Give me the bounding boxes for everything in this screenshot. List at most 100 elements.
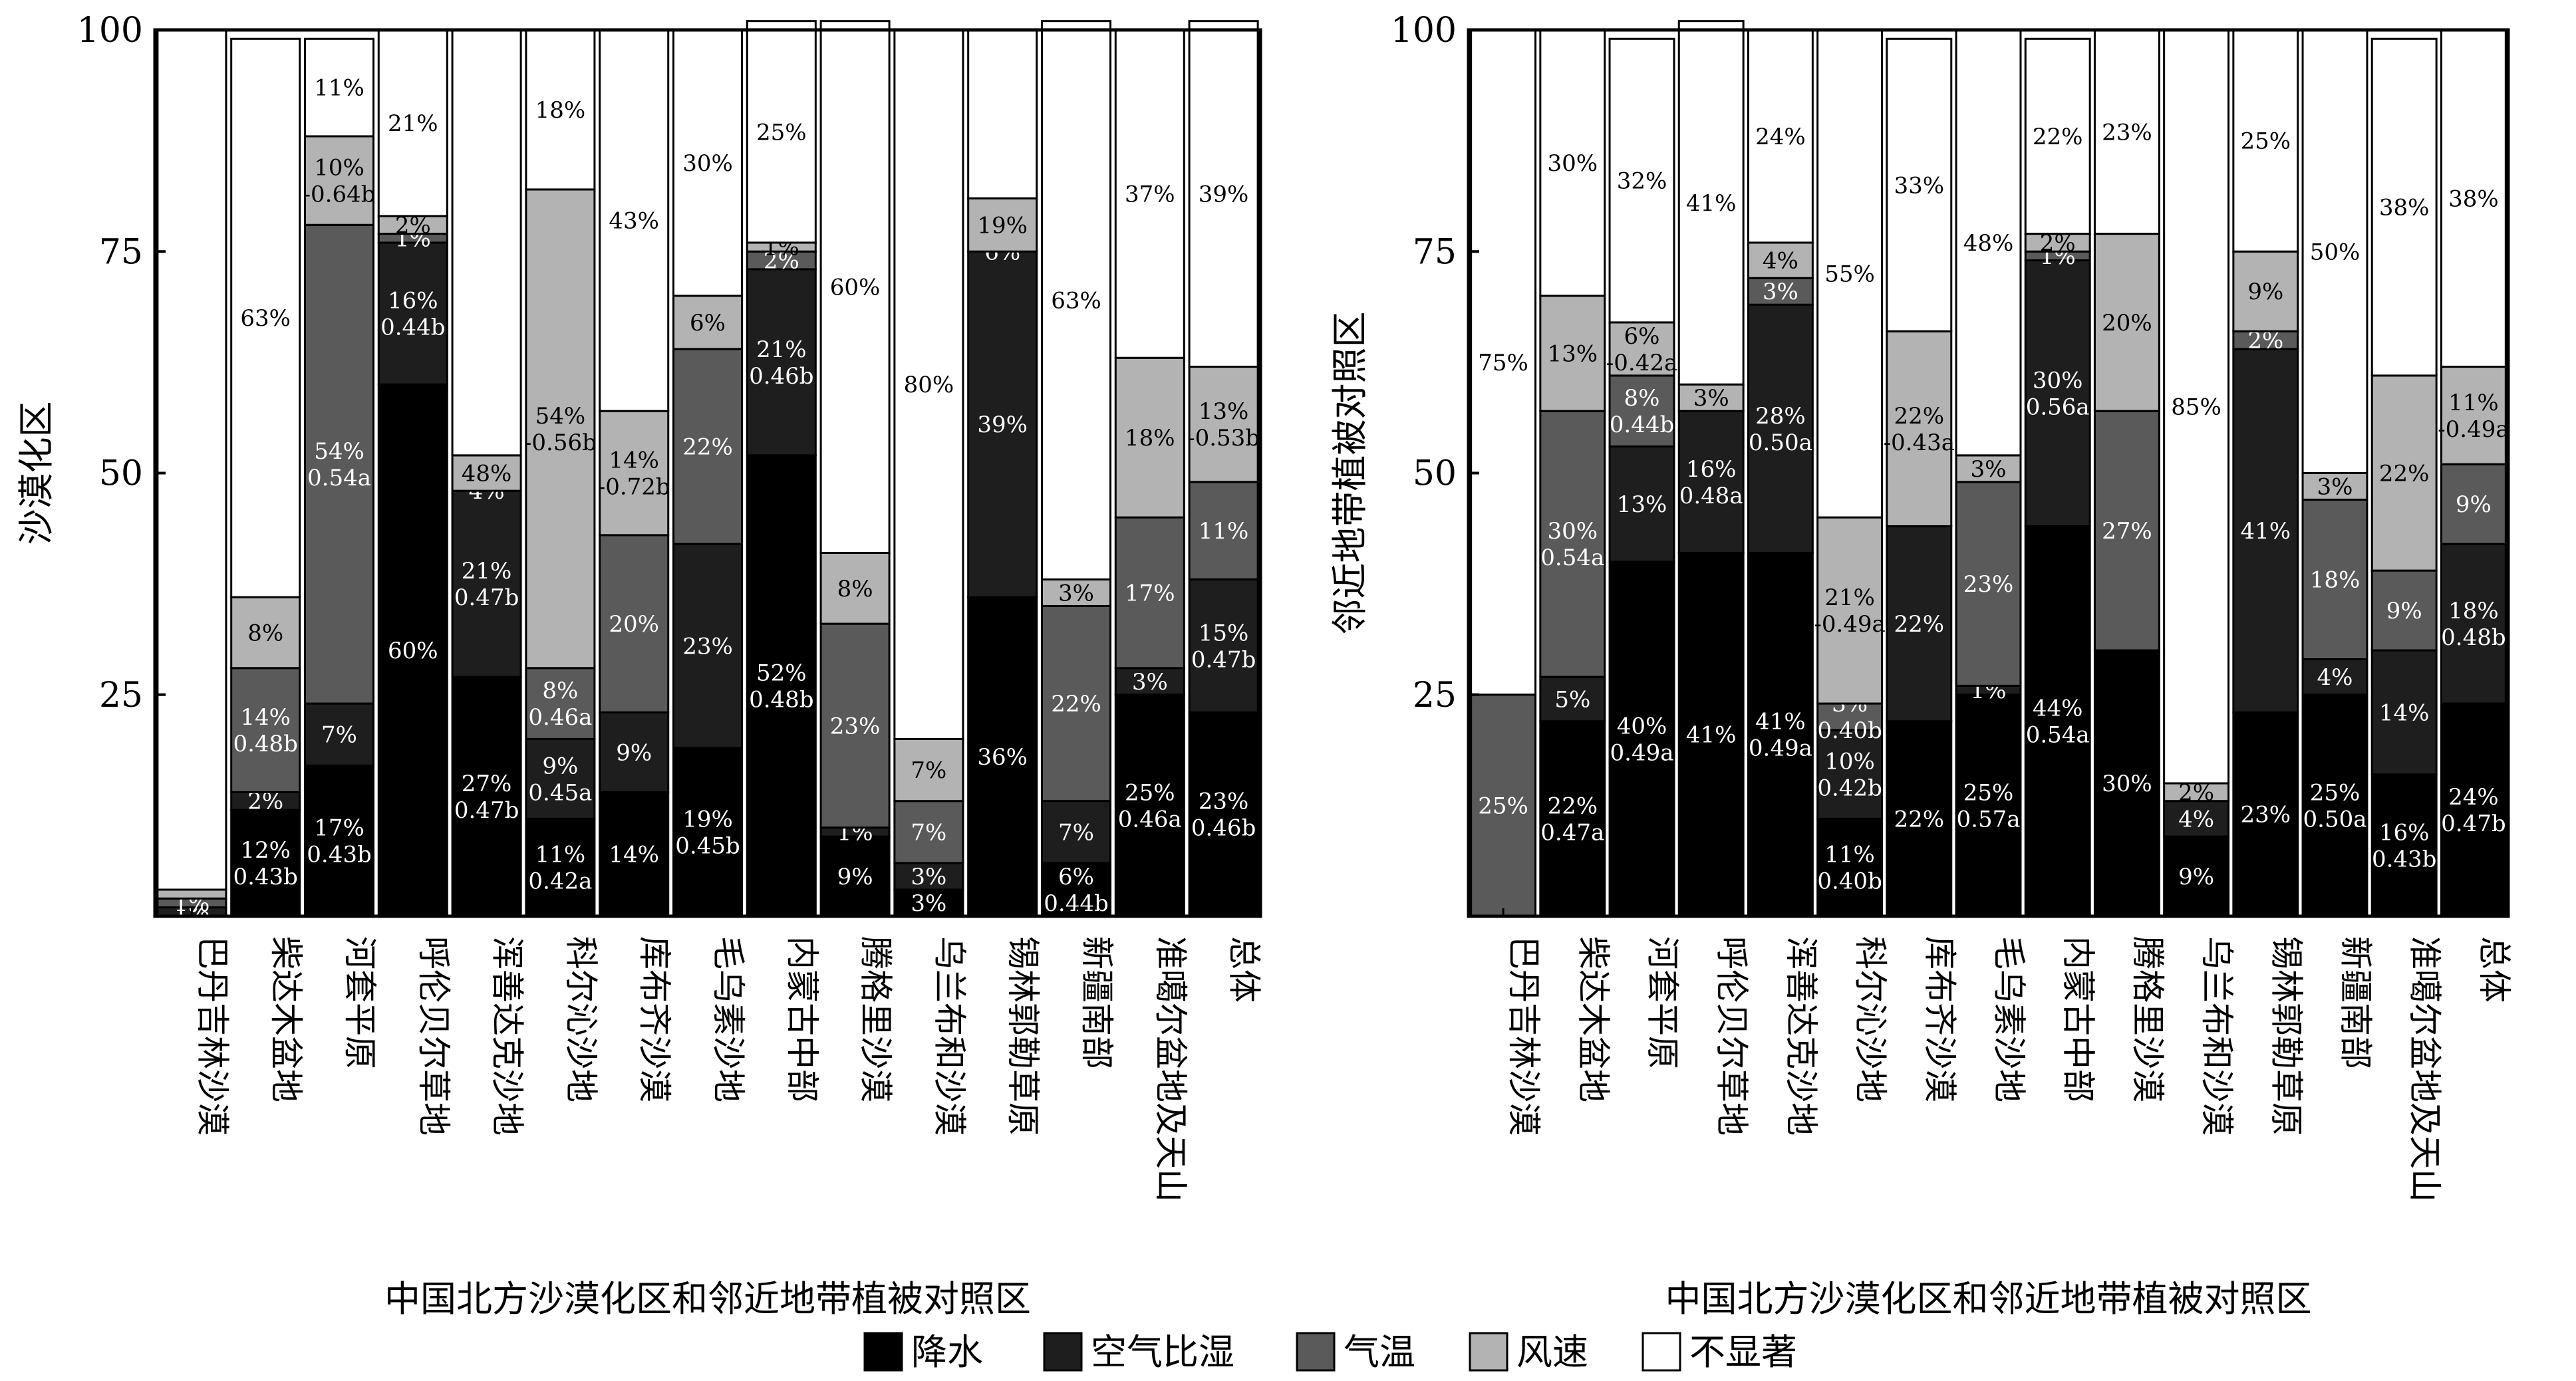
bar-segment-10-4 [2093, 233, 2160, 412]
data-label-12-4-1: 19% [977, 212, 1028, 239]
bar-segment-15-4 [1188, 366, 1259, 483]
bar-segment-8-4 [1955, 454, 2022, 483]
data-label-9-1-2: 0.54a [2026, 722, 2090, 749]
data-label-15-3-1: 11% [1199, 518, 1249, 545]
data-label-4-1-1: 60% [388, 638, 438, 664]
data-label-4-5-1: 41% [1686, 190, 1737, 217]
bar-segment-14-1 [1114, 693, 1185, 918]
y-tick-label-3: 75 [1413, 232, 1457, 272]
data-label-12-1-1: 23% [2241, 802, 2291, 828]
data-label-3-4-1: 6% [1624, 323, 1660, 350]
legend: 降水 空气比湿 气温 风速 不显著 [863, 1331, 1797, 1373]
data-label-5-2-2: 0.47b [454, 584, 519, 611]
x-tick-label-3: 河套平原 [1644, 936, 1682, 1069]
bar-segment-2-5 [230, 37, 301, 598]
bar-segment-1-5 [156, 29, 227, 891]
data-label-14-3-1: 17% [1125, 580, 1175, 606]
data-label-12-2-1: 39% [977, 412, 1028, 438]
x-tick-label-7: 库布齐沙漠 [1920, 936, 1959, 1102]
bar-segment-13-3 [1040, 604, 1112, 803]
data-label-4-5-1: 21% [388, 110, 438, 137]
bar-segment-3-5 [303, 37, 375, 138]
x-tick-label-8: 毛乌素沙地 [1990, 936, 2029, 1102]
data-label-15-1-2: 0.47b [2441, 811, 2505, 837]
data-label-2-4-1: 13% [1548, 341, 1598, 368]
x-tick-label-3: 河套平原 [341, 936, 379, 1069]
bar-segment-14-3 [2370, 569, 2438, 652]
right-chart-control-area: 25%75%巴丹吉林沙漠22%0.47a5%30%0.54a13%30%柴达木盆… [1329, 11, 2513, 1320]
left-chart-desertified-area: 1%1%1%巴丹吉林沙漠12%0.43b2%14%0.48b8%63%柴达木盆地… [15, 11, 1264, 1320]
data-label-6-5-1: 18% [535, 97, 586, 124]
data-label-12-2-1: 41% [2241, 518, 2291, 545]
y-tick-label-4: 100 [1391, 11, 1457, 51]
bar-segment-4-5 [377, 29, 448, 217]
x-tick-label-11: 乌兰布和沙漠 [930, 936, 968, 1136]
data-label-2-1-1: 22% [1548, 793, 1598, 819]
data-label-3-5-1: 32% [1617, 168, 1667, 195]
data-label-14-2-1: 14% [2379, 699, 2430, 726]
x-tick-label-2: 柴达木盆地 [267, 936, 305, 1102]
data-label-10-3-1: 27% [2102, 518, 2152, 545]
y-tick-label-2: 50 [99, 454, 143, 494]
data-label-6-2-1: 9% [542, 753, 578, 779]
bar-segment-3-3 [1608, 374, 1675, 448]
bar-segment-15-5 [2440, 29, 2507, 368]
bar-segment-14-1 [2370, 773, 2438, 918]
data-label-10-5-1: 60% [830, 275, 881, 301]
data-label-15-5-1: 39% [1199, 182, 1249, 208]
bar-segment-8-2 [672, 543, 744, 749]
x-tick-label-4: 呼伦贝尔草地 [414, 936, 453, 1136]
bar-segment-7-5 [599, 29, 670, 412]
bar-segment-7-1 [1886, 720, 1953, 918]
data-label-9-1-1: 52% [756, 660, 807, 686]
bar-segment-15-5 [1188, 20, 1259, 368]
bar-segment-9-1 [2024, 525, 2091, 918]
data-label-15-2-2: 0.48b [2441, 624, 2505, 651]
data-label-7-2-1: 9% [616, 739, 652, 766]
x-axis-label: 中国北方沙漠化区和邻近地带植被对照区 [1665, 1278, 2312, 1320]
data-label-3-3-1: 54% [314, 438, 364, 465]
data-label-6-4-1: 54% [535, 403, 586, 430]
y-tick-label-1: 25 [99, 676, 143, 715]
data-label-9-5-1: 22% [2033, 124, 2083, 150]
legend-swatch-5 [1642, 1332, 1681, 1372]
bar-segment-12-4 [967, 197, 1038, 253]
data-label-9-1-2: 0.48b [749, 686, 813, 713]
data-label-6-4-2: -0.49a [1814, 611, 1885, 638]
data-label-6-4-1: 21% [1824, 584, 1875, 611]
data-label-3-5-1: 11% [314, 75, 364, 102]
bar-segment-7-2 [1886, 525, 1953, 723]
data-label-15-2-2: 0.47b [1191, 646, 1256, 673]
data-label-14-4-1: 22% [2379, 461, 2430, 487]
x-tick-label-13: 新疆南部 [2337, 936, 2375, 1069]
bar-segment-6-5 [1816, 29, 1884, 519]
legend-label-4: 风速 [1516, 1331, 1588, 1373]
bar-segment-2-3 [230, 667, 301, 793]
bar-segment-12-2 [967, 250, 1038, 598]
data-label-7-4-2: -0.72b [598, 474, 670, 501]
data-label-8-1-2: 0.57a [1957, 806, 2021, 832]
data-label-3-2-1: 7% [321, 722, 357, 749]
bar-segment-9-1 [746, 454, 817, 918]
data-label-9-2-1: 30% [2033, 368, 2083, 394]
bar-segment-13-5 [2301, 29, 2368, 474]
bar-segment-7-1 [599, 791, 670, 918]
bar-segment-13-2 [2301, 658, 2368, 696]
bar-segment-8-1 [1955, 693, 2022, 918]
data-label-9-2-2: 0.56a [2026, 394, 2090, 421]
data-label-1-3-1: 25% [1478, 793, 1528, 819]
bar-segment-4-5 [1677, 20, 1745, 386]
data-label-6-4-2: -0.56b [524, 430, 597, 456]
data-label-10-1-1: 30% [2102, 771, 2152, 797]
data-label-15-5-1: 38% [2448, 186, 2499, 212]
data-label-2-1-2: 0.43b [233, 864, 297, 890]
bar-segment-8-3 [672, 348, 744, 545]
data-label-2-3-1: 14% [240, 704, 291, 731]
data-label-14-1-1: 25% [1125, 779, 1175, 806]
data-label-6-3-2: 0.46a [528, 704, 592, 731]
data-label-8-5-1: 48% [1963, 230, 2014, 257]
x-tick-label-11: 乌兰布和沙漠 [2198, 936, 2236, 1136]
data-label-10-3-1: 23% [830, 713, 881, 739]
bar-segment-15-2 [2440, 543, 2507, 705]
bar-segment-13-3 [2301, 498, 2368, 660]
